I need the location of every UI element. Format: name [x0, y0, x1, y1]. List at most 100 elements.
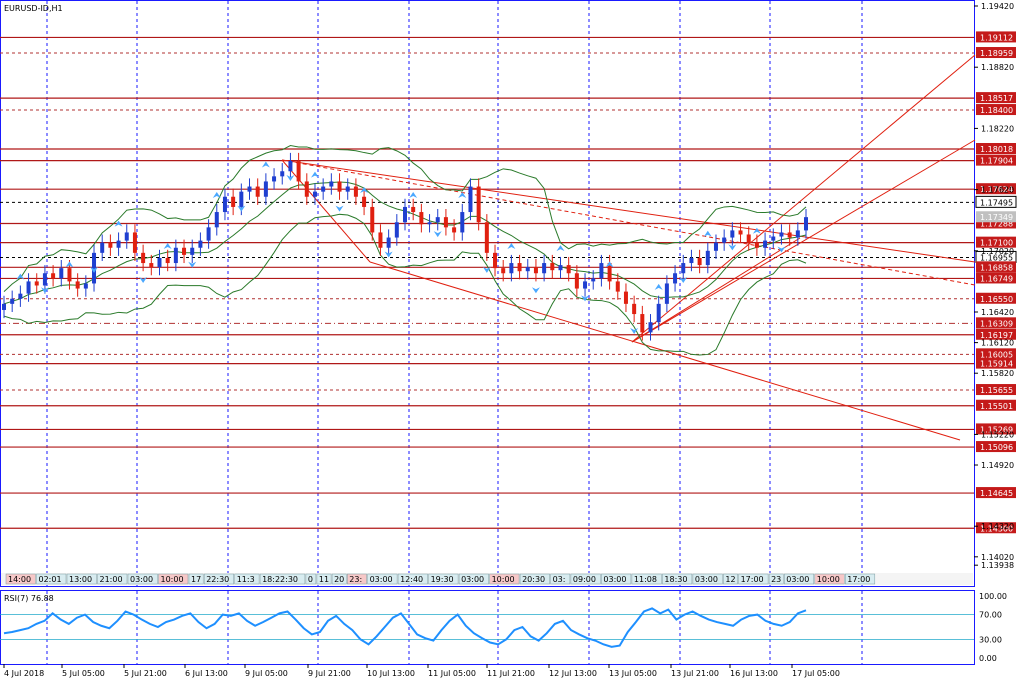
- session-tag-text: 20: [334, 575, 344, 584]
- rsi-tick-label: 0.00: [979, 654, 997, 663]
- candle-body: [272, 176, 277, 182]
- session-tag-text: 10:00: [817, 575, 840, 584]
- candle-body: [321, 186, 326, 192]
- candle-body: [525, 267, 530, 272]
- candle-body: [550, 263, 555, 271]
- price-level-tag: [976, 423, 1016, 435]
- session-tag: [550, 573, 571, 585]
- session-tag-text: 03:00: [786, 575, 809, 584]
- price-tick-label: 1.16420: [981, 308, 1014, 317]
- bollinger-upper: [3, 145, 807, 292]
- session-tag-text: 10:00: [161, 575, 184, 584]
- price-level-tag-text: 1.16858: [980, 263, 1013, 272]
- candle-body: [165, 257, 170, 264]
- price-tick-label: 1.16120: [981, 339, 1014, 348]
- session-tag-text: 11:08: [634, 575, 657, 584]
- price-level-tag: [976, 292, 1016, 304]
- candle-body: [476, 186, 481, 223]
- candle-body: [558, 265, 563, 271]
- price-level-tag: [976, 441, 1016, 453]
- candle-body: [787, 232, 792, 238]
- time-tick-label: 16 Jul 13:00: [730, 669, 778, 678]
- price-tick-label: 1.18820: [981, 63, 1014, 72]
- price-level-tag-text: 1.19112: [980, 33, 1013, 42]
- candle-body: [738, 230, 743, 235]
- fractal-arrow: [458, 192, 467, 199]
- fractal-arrow: [728, 244, 737, 251]
- price-level-tag: [976, 384, 1016, 396]
- session-tag: [845, 573, 876, 585]
- session-tag: [723, 573, 738, 585]
- price-level-tag: [976, 348, 1016, 360]
- price-level-tag-text: 1.17100: [980, 239, 1013, 248]
- fractal-arrow: [360, 186, 369, 193]
- candle-body: [222, 196, 227, 213]
- price-level-tag: [976, 183, 1016, 195]
- candle-body: [288, 161, 293, 172]
- session-tag: [36, 573, 67, 585]
- candle-body: [362, 196, 367, 207]
- fractal-arrow: [581, 295, 590, 302]
- candle-body: [182, 247, 187, 255]
- candle-body: [312, 191, 317, 197]
- fractal-arrow: [630, 328, 639, 335]
- candle-body: [427, 222, 432, 225]
- price-level-tag: [976, 47, 1016, 59]
- session-tag-text: 12:40: [400, 575, 423, 584]
- candle-body: [623, 291, 628, 304]
- session-tag: [259, 573, 306, 585]
- price-level-tag: [976, 272, 1016, 284]
- session-tag-text: 02:01: [39, 575, 62, 584]
- candle-body: [239, 191, 244, 207]
- candle-body: [304, 181, 309, 197]
- candle-body: [730, 230, 735, 238]
- session-tag-text: 0: [308, 575, 313, 584]
- session-labels-layer: 14:00 02:01 13:00 21:00 03:00 10:00 17 22:30 11:…: [1, 573, 973, 585]
- session-tag-text: 21:00: [100, 575, 123, 584]
- fractal-arrow: [16, 273, 25, 280]
- fractal-arrow: [433, 231, 442, 238]
- price-level-tag: [976, 328, 1016, 340]
- session-tag-text: 19:30: [431, 575, 454, 584]
- session-tag-text: 03:00: [130, 575, 153, 584]
- price-level-tag-text: 1.17904: [980, 157, 1013, 166]
- fractal-arrow: [605, 261, 614, 268]
- time-tick-label: 13 Jul 21:00: [671, 669, 719, 678]
- session-tag: [331, 573, 347, 585]
- session-tag-text: 03:00: [603, 575, 626, 584]
- session-tag: [127, 573, 158, 585]
- candle-body: [583, 281, 588, 289]
- session-tag: [234, 573, 260, 585]
- candle-body: [697, 257, 702, 266]
- price-tick-label: 1.19420: [981, 2, 1014, 11]
- rsi-tick-label: 100.00: [979, 592, 1007, 601]
- price-level-tag-text: 1.18018: [980, 145, 1013, 154]
- candle-body: [509, 263, 514, 274]
- candle-body: [206, 227, 211, 241]
- price-axis-layer: 1.19112 1.18959 1.18517 1.18400 1.18018 1.179…: [974, 2, 1017, 570]
- price-tick-label: 1.18220: [981, 124, 1014, 133]
- session-tag: [347, 573, 367, 585]
- price-level-tag-text: 1.18517: [980, 94, 1013, 103]
- candle-body: [141, 252, 146, 264]
- candle-body: [75, 281, 80, 289]
- candle-body: [566, 265, 571, 274]
- time-tick-label: 9 Jul 21:00: [308, 669, 351, 678]
- candle-body: [10, 298, 15, 304]
- session-tag: [570, 573, 601, 585]
- candle-body: [247, 186, 252, 192]
- session-tag: [692, 573, 723, 585]
- session-tag: [428, 573, 459, 585]
- candle-body: [124, 232, 129, 241]
- price-level-tag-text: 1.15501: [980, 402, 1013, 411]
- fractal-arrow: [507, 243, 516, 250]
- candle-body: [263, 181, 268, 197]
- price-level-tag-text: 1.17288: [980, 219, 1013, 228]
- candle-body: [337, 181, 342, 192]
- price-level-tag-text: 1.15269: [980, 425, 1013, 434]
- session-tag-text: 17: [191, 575, 201, 584]
- trendline: [631, 139, 976, 343]
- current-price-tag-text: 1.17349: [980, 213, 1013, 222]
- candle-body: [460, 212, 465, 233]
